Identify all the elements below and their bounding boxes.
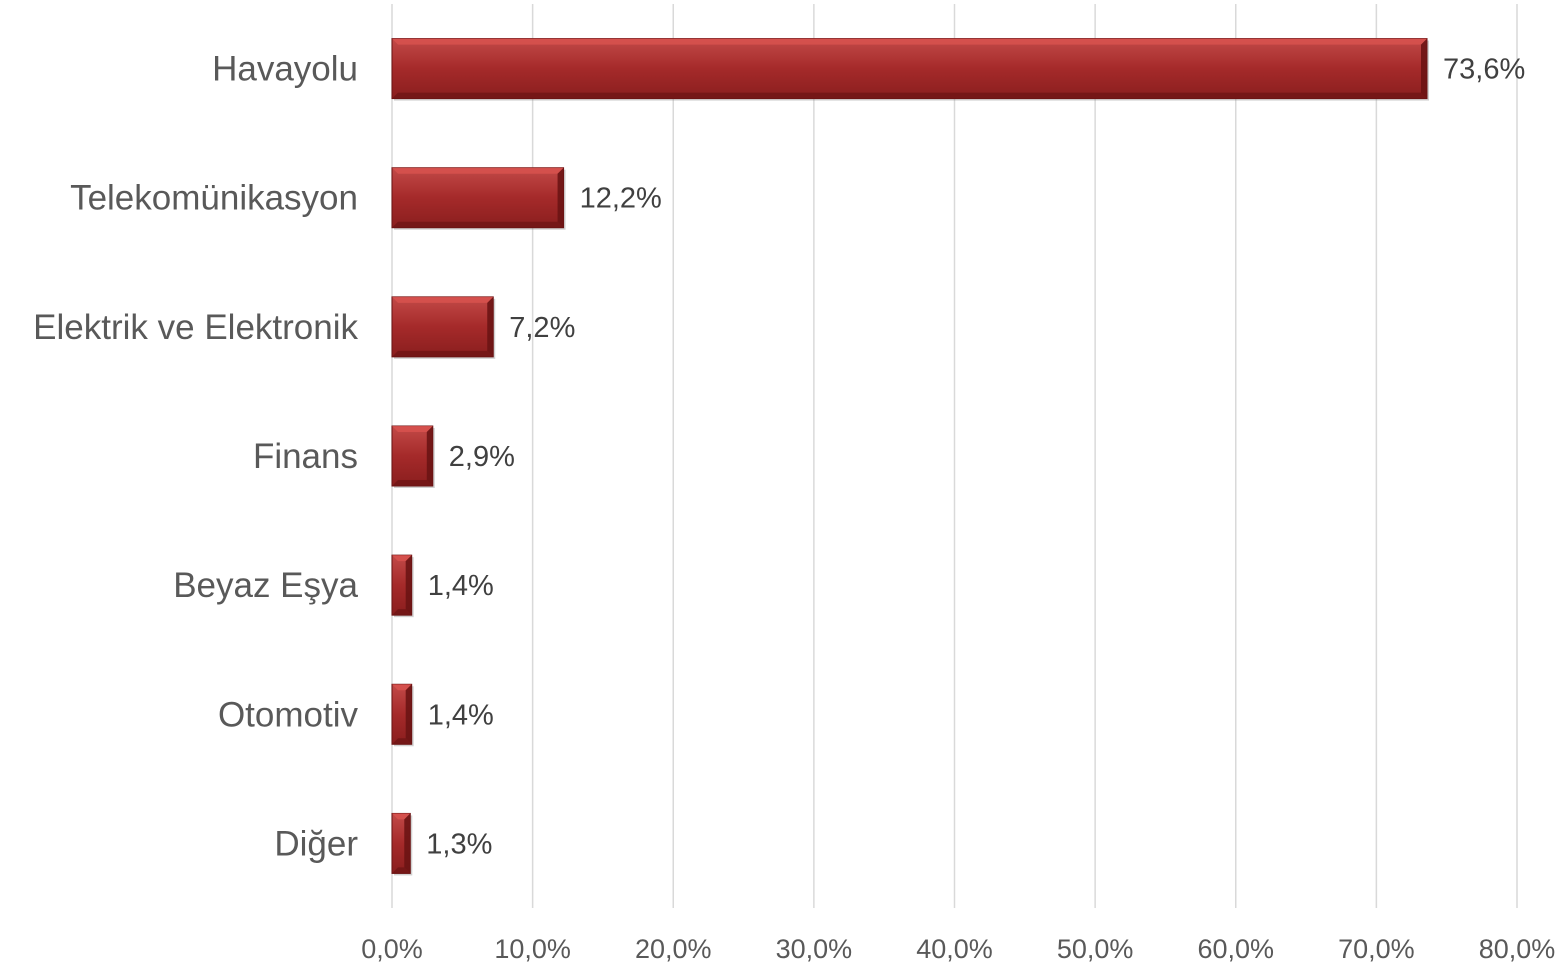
bar (391, 425, 435, 488)
x-tick-label: 20,0% (635, 934, 712, 964)
data-label: 2,9% (449, 441, 515, 473)
data-label: 7,2% (509, 312, 575, 344)
bar (391, 296, 496, 359)
bar (391, 683, 414, 747)
category-label: Elektrik ve Elektronik (33, 308, 358, 347)
category-label: Diğer (274, 824, 358, 863)
category-labels: Havayolu Telekomünikasyon Elektrik ve Elek… (33, 50, 358, 864)
gridlines (391, 4, 1518, 908)
category-label: Havayolu (212, 50, 358, 89)
data-label: 1,4% (428, 570, 494, 602)
data-label: 1,4% (428, 699, 494, 731)
data-labels: 73,6% 12,2% 7,2% 2,9% 1,4% 1,4% 1,3% (426, 54, 1525, 861)
bar (391, 554, 414, 618)
bar (391, 38, 1429, 101)
category-label: Otomotiv (218, 695, 359, 734)
x-tick-label: 70,0% (1338, 934, 1415, 964)
x-tick-label: 80,0% (1479, 934, 1556, 964)
category-label: Telekomünikasyon (70, 179, 358, 218)
bars (391, 38, 1429, 876)
x-tick-label: 60,0% (1197, 934, 1274, 964)
x-tick-label: 50,0% (1057, 934, 1134, 964)
data-label: 12,2% (580, 183, 662, 215)
x-tick-label: 10,0% (494, 934, 571, 964)
bar (391, 812, 413, 876)
x-tick-label: 0,0% (361, 934, 423, 964)
bar (391, 167, 566, 230)
x-tick-label: 30,0% (776, 934, 853, 964)
x-axis-tick-labels: 0,0% 10,0% 20,0% 30,0% 40,0% 50,0% 60,0% 70,0% 8… (361, 934, 1555, 964)
data-label: 73,6% (1443, 54, 1525, 86)
data-label: 1,3% (426, 828, 492, 860)
category-label: Beyaz Eşya (173, 566, 358, 605)
category-label: Finans (253, 437, 358, 476)
x-tick-label: 40,0% (916, 934, 993, 964)
